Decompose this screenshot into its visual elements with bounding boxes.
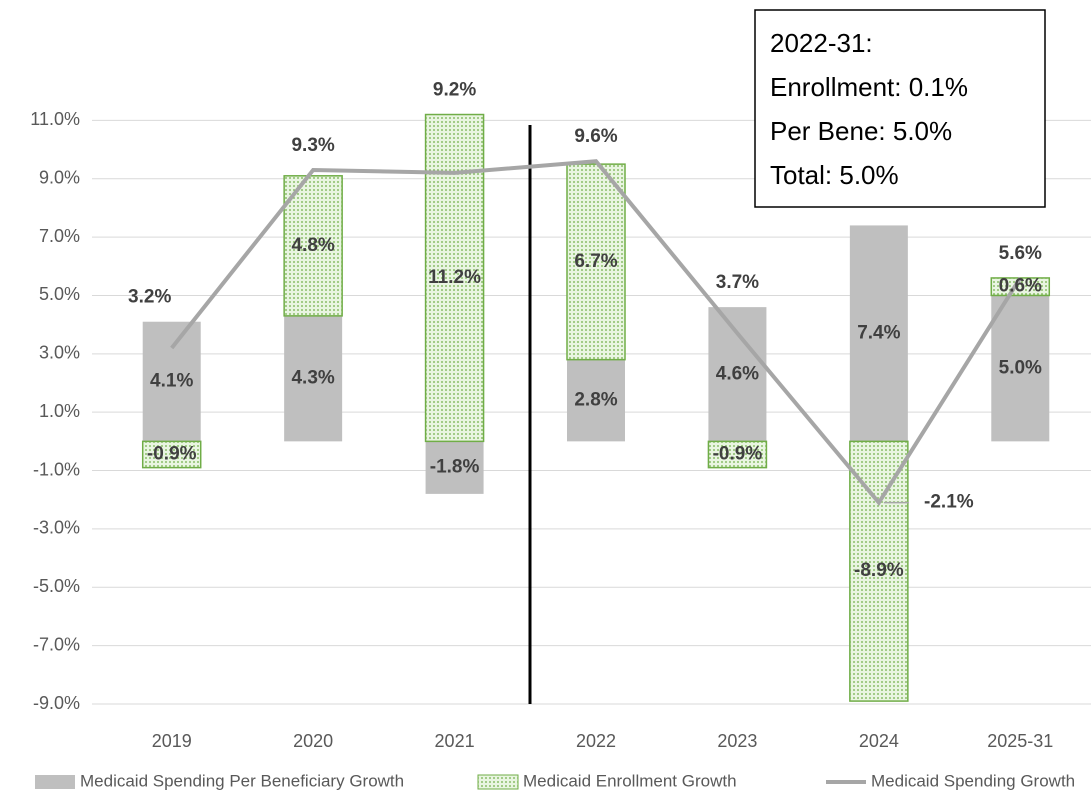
x-tick-label: 2023 — [717, 731, 757, 751]
bar — [991, 295, 1050, 442]
y-tick-label: 7.0% — [39, 226, 80, 246]
line — [170, 159, 1022, 507]
y-tick-label: 9.0% — [39, 167, 80, 187]
bar — [849, 225, 908, 442]
legend-swatch — [35, 775, 75, 789]
bar — [849, 440, 909, 702]
annotation-text: Enrollment: 0.1% — [770, 72, 968, 102]
bar — [566, 163, 626, 361]
line-label: 3.7% — [716, 272, 759, 293]
data-label: -1.8% — [430, 457, 480, 478]
y-tick-label: 1.0% — [39, 401, 80, 421]
legend-swatch — [477, 774, 519, 790]
bar — [424, 113, 485, 443]
data-label: 0.6% — [999, 276, 1042, 297]
data-label: 2.8% — [574, 390, 617, 411]
bar — [425, 441, 484, 494]
line-label: 9.6% — [574, 126, 617, 147]
data-label: 4.3% — [291, 368, 334, 389]
line-label: 3.2% — [128, 287, 171, 308]
line-label: 9.3% — [291, 135, 334, 156]
data-label: 7.4% — [857, 322, 900, 343]
line-label: 5.6% — [999, 243, 1042, 264]
x-tick-label: 2019 — [152, 731, 192, 751]
y-tick-label: -1.0% — [33, 459, 80, 479]
bar — [284, 315, 343, 442]
bar — [708, 307, 767, 442]
legend-label: Medicaid Spending Growth — [871, 771, 1075, 790]
data-label: -8.9% — [854, 560, 904, 581]
data-label: 4.6% — [716, 363, 759, 384]
data-label: 6.7% — [574, 251, 617, 272]
bar — [142, 321, 201, 442]
legend-label: Medicaid Enrollment Growth — [523, 771, 737, 790]
line-label: 9.2% — [433, 80, 476, 101]
x-tick-label: 2021 — [435, 731, 475, 751]
annotation-box — [754, 9, 1046, 208]
annotation-text: Total: 5.0% — [770, 160, 899, 190]
data-label: 4.1% — [150, 371, 193, 392]
legend-label: Medicaid Spending Per Beneficiary Growth — [80, 771, 404, 790]
data-label: 5.0% — [999, 357, 1042, 378]
x-tick-label: 2024 — [859, 731, 899, 751]
data-label: -0.9% — [713, 444, 763, 465]
y-tick-label: -3.0% — [33, 518, 80, 538]
y-tick-label: 3.0% — [39, 343, 80, 363]
data-label: 4.8% — [291, 235, 334, 256]
annotation-text: Per Bene: 5.0% — [770, 116, 952, 146]
line-label: -2.1% — [924, 492, 974, 513]
bar — [283, 175, 343, 317]
y-tick-label: 5.0% — [39, 284, 80, 304]
x-tick-label: 2022 — [576, 731, 616, 751]
y-tick-label: -7.0% — [33, 634, 80, 654]
annotation-text: 2022-31: — [770, 28, 873, 58]
y-tick-label: 11.0% — [30, 109, 80, 129]
y-tick-label: -5.0% — [33, 576, 80, 596]
data-label: -0.9% — [147, 444, 197, 465]
bar — [141, 440, 202, 469]
bar — [707, 440, 768, 469]
y-tick-label: -9.0% — [33, 693, 80, 713]
data-label: 11.2% — [428, 267, 481, 288]
bar — [567, 359, 625, 442]
x-tick-label: 2020 — [293, 731, 333, 751]
x-tick-label: 2025-31 — [987, 731, 1053, 751]
